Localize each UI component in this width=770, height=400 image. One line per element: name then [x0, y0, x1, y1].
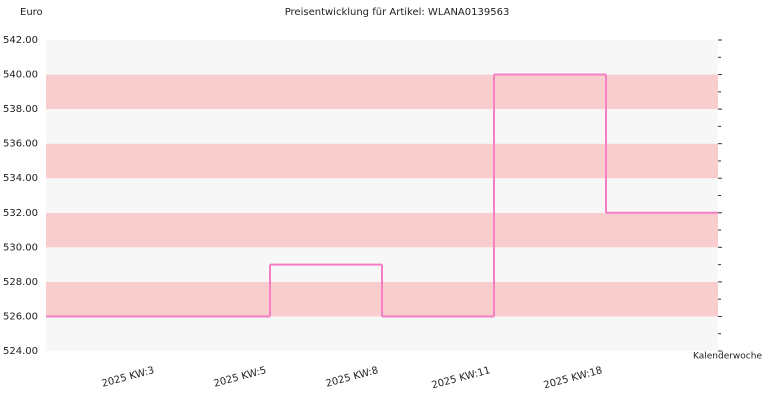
y-tick-label: 530.00 — [3, 242, 38, 253]
y-axis-label: Euro — [20, 7, 43, 18]
grid-band — [46, 109, 718, 144]
y-tick-label: 532.00 — [3, 208, 38, 219]
x-tick-label: 2025 KW:5 — [213, 365, 268, 390]
y-tick-label: 526.00 — [3, 311, 38, 322]
y-tick-label: 536.00 — [3, 139, 38, 150]
grid-band — [46, 178, 718, 213]
y-tick-label: 540.00 — [3, 70, 38, 81]
y-tick-label: 528.00 — [3, 277, 38, 288]
x-tick-label: 2025 KW:3 — [101, 365, 156, 390]
grid-band — [46, 143, 718, 179]
y-tick-label: 538.00 — [3, 104, 38, 115]
y-tick-label: 534.00 — [3, 173, 38, 184]
chart-title: Preisentwicklung für Artikel: WLANA01395… — [285, 7, 510, 18]
x-tick-label: 2025 KW:18 — [543, 365, 604, 391]
grid-band — [46, 74, 718, 110]
y-tick-label: 542.00 — [3, 35, 38, 46]
grid-band — [46, 40, 718, 75]
x-axis-label: Kalenderwoche — [693, 352, 762, 362]
x-tick-label: 2025 KW:8 — [325, 365, 380, 390]
y-tick-label: 524.00 — [3, 346, 38, 357]
x-tick-label: 2025 KW:11 — [431, 365, 492, 391]
grid-band — [46, 212, 718, 248]
grid-band — [46, 316, 718, 351]
